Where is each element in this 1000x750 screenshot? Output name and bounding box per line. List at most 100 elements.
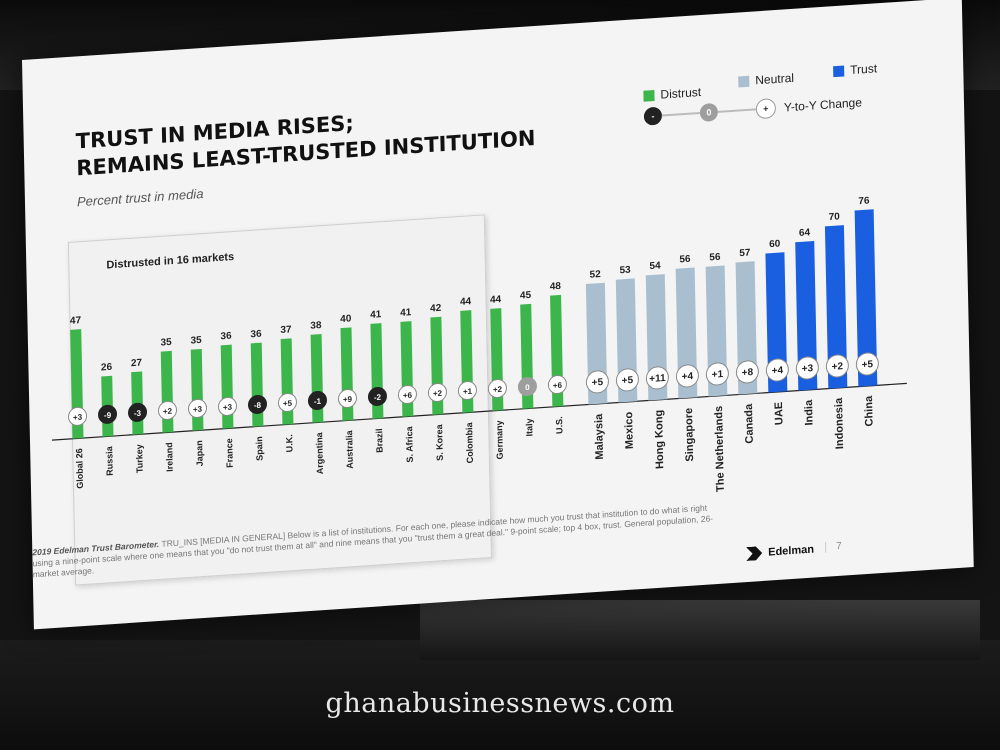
category-label: Italy: [524, 418, 534, 437]
change-dot: [645, 366, 669, 390]
chart-legend: Distrust Neutral Trust - 0 + Y-to-Y Chan…: [633, 57, 944, 147]
category-label: Malaysia: [593, 413, 606, 460]
change-dot: [188, 398, 208, 418]
change-dot: [735, 360, 759, 384]
bar-france: [220, 344, 234, 429]
bar-china: [854, 209, 878, 387]
edelman-logo-icon: [746, 546, 762, 561]
category-label: U.K.: [284, 434, 294, 453]
category-label: Indonesia: [833, 397, 846, 450]
change-dot: [615, 368, 639, 392]
category-label: Ireland: [164, 442, 175, 472]
change-dot: [825, 354, 849, 378]
bar-value-label: 52: [589, 269, 601, 281]
change-dot-label: -3: [134, 409, 142, 418]
change-dot-label: -2: [374, 393, 382, 402]
edelman-logo-text: Edelman: [768, 543, 815, 559]
legend-item-neutral: Neutral: [738, 71, 794, 89]
legend-label-distrust: Distrust: [660, 84, 702, 102]
bar-value-label: 64: [799, 227, 811, 239]
bar-value-label: 47: [70, 315, 82, 327]
change-dot: [585, 370, 609, 394]
change-dot: [98, 404, 118, 424]
category-label: Germany: [494, 420, 505, 460]
bar-value-label: 53: [619, 265, 631, 277]
bar-value-label: 44: [460, 296, 472, 308]
category-label: Mexico: [623, 411, 636, 449]
category-label: Japan: [194, 440, 205, 467]
legend-swatch-distrust: [643, 89, 655, 102]
change-dot-label: +9: [343, 395, 353, 405]
change-dot-label: +2: [832, 361, 844, 373]
change-dot-label: +2: [163, 407, 173, 417]
edelman-logo: Edelman: [746, 543, 814, 561]
bar-value-label: 35: [160, 337, 172, 349]
change-dot-label: +3: [802, 363, 814, 375]
change-dot: [855, 352, 879, 376]
bar-value-label: 76: [858, 195, 870, 207]
category-label: Singapore: [683, 407, 696, 462]
category-label: Australia: [344, 429, 355, 469]
change-dot: [427, 383, 447, 403]
bar-value-label: 56: [679, 254, 691, 266]
legend-change-line: [717, 108, 756, 113]
change-dot-label: +5: [622, 375, 634, 387]
legend-label-neutral: Neutral: [755, 70, 795, 88]
bar-spain: [250, 342, 264, 427]
change-dot: [487, 379, 507, 399]
legend-change-zero-dot: 0: [699, 102, 719, 123]
category-label: India: [803, 399, 816, 426]
change-dot-label: +3: [223, 403, 233, 413]
bar-value-label: 36: [220, 331, 232, 343]
change-dot-label: +5: [283, 399, 293, 409]
change-dot-label: +6: [553, 381, 563, 391]
legend-label-trust: Trust: [850, 61, 878, 78]
legend-change-label: Y-to-Y Change: [783, 95, 863, 115]
stage-floor: [420, 600, 980, 660]
category-label: Brazil: [374, 428, 385, 453]
change-dot-label: +2: [433, 389, 443, 399]
change-dot-label: 0: [525, 383, 530, 392]
change-dot-label: +3: [73, 413, 83, 423]
change-dot-label: +2: [493, 385, 503, 395]
bar-value-label: 40: [340, 313, 352, 325]
change-dot: [795, 356, 819, 380]
legend-change-positive-dot: +: [755, 98, 777, 120]
change-dot-label: -8: [254, 401, 262, 410]
category-label: U.S.: [554, 416, 564, 434]
change-dot: [277, 392, 297, 412]
change-dot: [705, 362, 729, 386]
category-label: Global 26: [74, 448, 85, 489]
bar-japan: [190, 348, 204, 431]
change-dot: [128, 402, 148, 422]
change-dot-label: +4: [682, 371, 694, 383]
bar-value-label: 56: [709, 252, 721, 264]
category-label: UAE: [773, 401, 785, 425]
change-dot-label: +5: [862, 359, 874, 371]
bar-value-label: 26: [101, 362, 113, 374]
change-dot-label: -1: [314, 397, 322, 406]
change-dot: [247, 394, 267, 414]
slide-title: Trust in media rises; remains least-trus…: [75, 98, 536, 182]
category-label: Colombia: [464, 421, 475, 464]
change-dot-label: +6: [403, 391, 413, 401]
change-dot: [158, 400, 178, 420]
legend-change-negative-dot: -: [643, 106, 663, 126]
change-dot: [765, 358, 789, 382]
site-watermark: ghanabusinessnews.com: [325, 688, 675, 719]
bar-value-label: 44: [490, 294, 502, 306]
category-label: The Netherlands: [713, 405, 727, 492]
change-dot-label: +3: [193, 405, 203, 415]
change-dot-label: +5: [592, 377, 604, 389]
legend-swatch-neutral: [738, 75, 750, 87]
bar-ireland: [160, 350, 174, 433]
bar-value-label: 36: [250, 329, 262, 341]
change-dot: [367, 386, 387, 407]
bar-value-label: 41: [400, 307, 412, 319]
category-label: Argentina: [314, 431, 325, 475]
category-label: France: [224, 438, 235, 468]
bar-indonesia: [824, 225, 848, 389]
change-dot: [675, 364, 699, 388]
change-dot: [307, 390, 327, 410]
category-label: S. Korea: [434, 423, 445, 461]
